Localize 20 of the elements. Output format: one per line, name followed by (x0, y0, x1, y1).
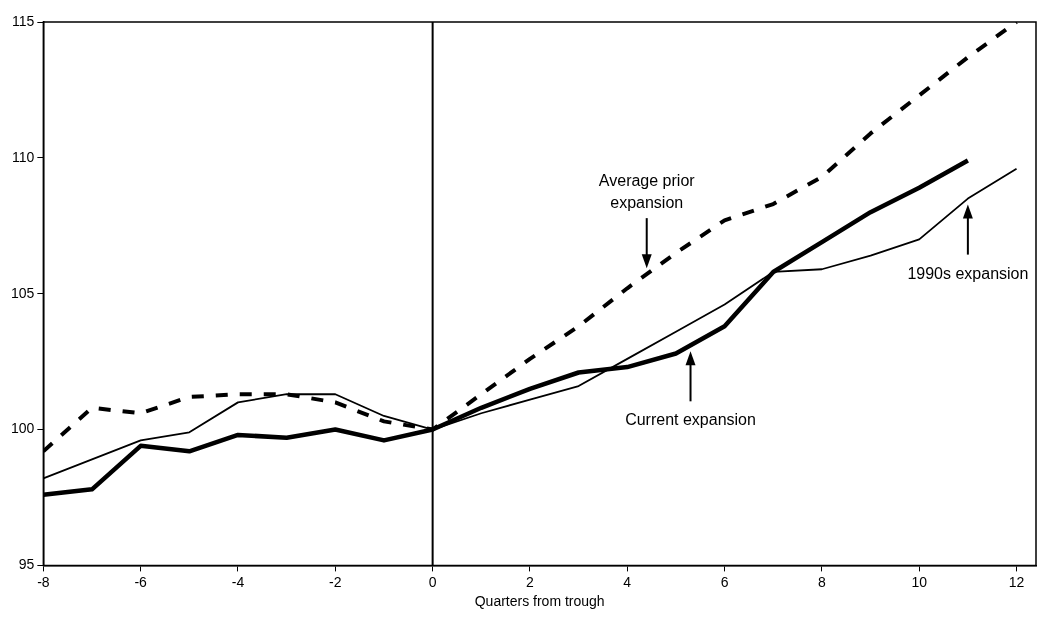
x-tick-label: -2 (329, 573, 342, 590)
y-tick-label: 100 (11, 420, 35, 437)
x-tick-label: 8 (818, 573, 826, 590)
series-label: 1990s expansion (907, 264, 1029, 282)
series-label: Average prior expansion (598, 172, 696, 212)
x-tick-label: 12 (1008, 573, 1025, 590)
x-tick-label: -4 (231, 573, 245, 590)
x-tick-label: 4 (623, 573, 632, 590)
x-axis-title: Quarters from trough (474, 593, 605, 610)
text: Current expansion (625, 411, 756, 429)
x-tick-label: 6 (720, 573, 729, 590)
y-tick-label: 115 (12, 12, 35, 29)
x-tick-label: -6 (134, 573, 148, 590)
x-tick-label: 10 (911, 573, 928, 590)
x-tick-label: 0 (428, 573, 437, 590)
x-tick-label: 2 (526, 573, 535, 590)
y-tick-label: 105 (11, 284, 35, 301)
x-tick-label: -8 (37, 573, 50, 590)
y-tick-label: 95 (18, 556, 35, 573)
y-tick-label: 110 (12, 148, 35, 165)
